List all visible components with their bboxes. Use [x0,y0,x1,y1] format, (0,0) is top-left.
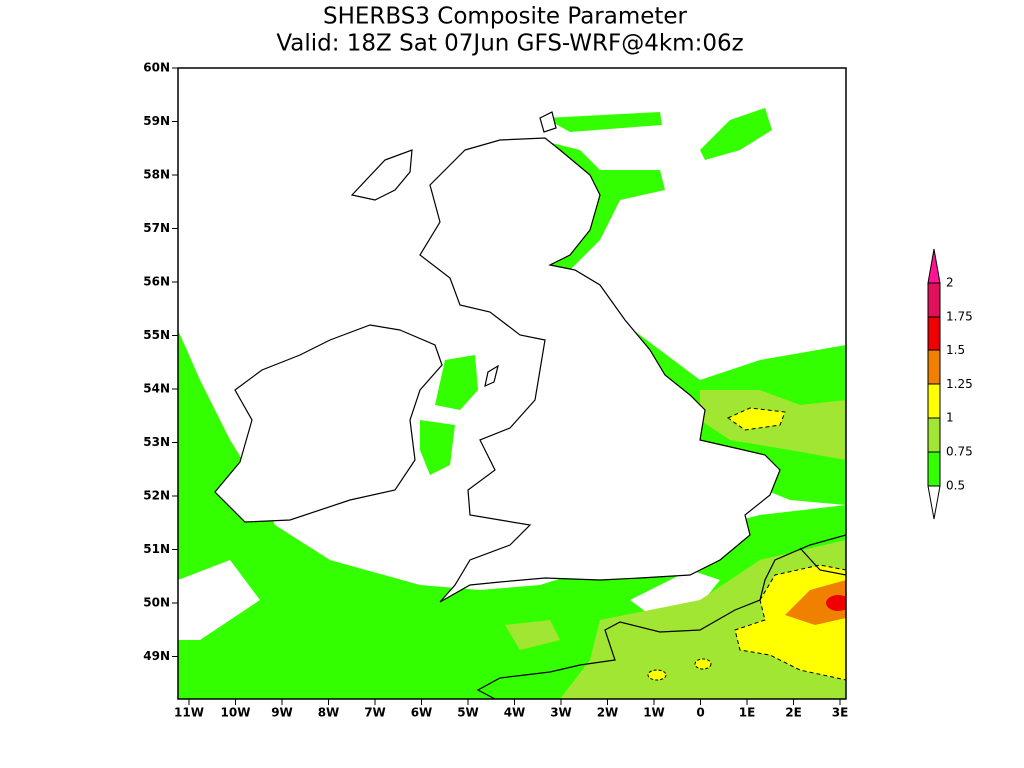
colorbar-segment [927,485,941,520]
colorbar-label: 0.5 [946,478,965,492]
coast-great-britain [419,137,781,603]
lon-label: 7W [364,706,386,720]
field-green [420,420,455,475]
lon-label: 2W [597,706,619,720]
field-green [700,108,772,160]
field-green [435,355,478,410]
lon-label: 2E [785,706,802,720]
lon-label: 10W [221,706,251,720]
title: SHERBS3 Composite Parameter [323,4,688,30]
axis-ticks: 60N 59N 58N 57N 56N 55N 54N 53N 52N 51N 50N 49N 11W 1… [143,61,848,720]
colorbar: 2 1.75 1.5 1.25 1 0.75 0.5 [927,248,973,520]
lat-label: 54N [143,382,170,396]
field-yellow [694,658,712,670]
coast-orkney [539,111,557,133]
lat-label: 52N [143,489,170,503]
coast-hebrides [350,149,413,201]
colorbar-segment [927,282,941,318]
field-green [545,112,662,132]
lon-label: 1W [643,706,665,720]
subtitle: Valid: 18Z Sat 07Jun GFS-WRF@4km:06z [276,31,743,57]
colorbar-segment [927,383,941,419]
lat-label: 57N [143,221,170,235]
lon-label: 6W [411,706,433,720]
field-gap [178,560,260,640]
lon-label: 1E [739,706,756,720]
lon-label: 9W [271,706,293,720]
lat-label: 58N [143,168,170,182]
field-orange [785,580,846,625]
colorbar-label: 1 [946,411,954,425]
colorbar-segment [927,349,941,385]
colorbar-segment [927,316,941,351]
field-red [826,595,846,611]
lat-label: 60N [143,61,170,75]
colorbar-labels: 2 1.75 1.5 1.25 1 0.75 0.5 [946,276,973,493]
colorbar-segment [927,248,941,284]
colorbar-segment [927,451,941,487]
lon-label: 3W [550,706,572,720]
map-area [177,67,847,700]
field-yellow [647,669,667,681]
map-frame [177,67,847,700]
lon-label: 3E [832,706,849,720]
coast-isle-of-man [484,364,499,388]
colorbar-label: 0.75 [946,445,973,459]
lat-label: 50N [143,596,170,610]
field-yellowgreen [505,620,560,650]
lon-label: 5W [457,706,479,720]
coast-france [476,534,846,699]
lon-label: 4W [504,706,526,720]
border-france [799,547,846,576]
lat-label: 55N [143,328,170,342]
lon-label: 8W [318,706,340,720]
lat-label: 53N [143,435,170,449]
field-yellow [726,407,786,431]
colorbar-label: 1.75 [946,309,973,323]
lat-label: 51N [143,542,170,556]
lat-label: 59N [143,114,170,128]
lon-label: 0 [696,706,704,720]
lat-label: 56N [143,275,170,289]
colorbar-label: 1.25 [946,377,973,391]
lon-label: 11W [174,706,204,720]
lat-label: 49N [143,649,170,663]
colorbar-segment [927,417,941,453]
colorbar-label: 2 [946,276,954,290]
coast-ireland [214,324,443,523]
colorbar-label: 1.5 [946,343,965,357]
